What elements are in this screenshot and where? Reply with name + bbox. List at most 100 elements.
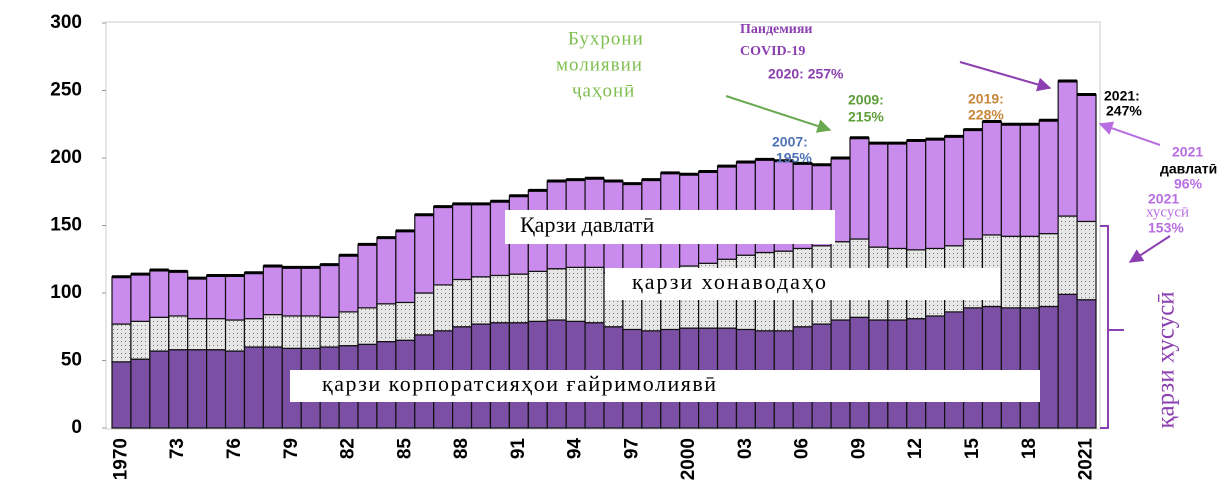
bar-segment [319,316,340,348]
bar-segment [944,135,965,247]
bar-segment [149,316,170,352]
bar-segment [1038,119,1059,235]
x-tick-label: 15 [962,438,983,460]
annotation: 2007: [772,134,808,150]
x-tick-label: 79 [281,438,302,459]
label-box [505,210,835,244]
bar-segment [414,292,435,336]
annotation: ҷаҳонӣ [572,80,635,101]
bar-segment [962,307,984,429]
bar-segment [1038,233,1059,308]
bar-segment [243,346,264,429]
bar-segment [962,129,984,240]
x-tick-label: 85 [394,438,415,460]
bar-segment [1076,93,1097,223]
bar-segment [1057,293,1078,429]
annotation: 2019: [968,91,1004,107]
bar-segment [376,303,397,343]
annotation: молиявии [556,54,643,75]
bar-segment [470,276,492,325]
bar-segment [149,269,170,318]
bar-segment [281,266,302,317]
bar-segment [338,311,359,347]
bar-segment [565,266,586,322]
annotation: 247% [1106,103,1142,119]
annotation: 2021 [1148,191,1179,207]
bar-segment [1076,299,1097,429]
bar-segment [111,276,132,325]
annotation: COVID-19 [740,44,805,59]
bar-segment [357,307,378,345]
bar-segment [1000,307,1021,429]
bar-segment [1000,235,1021,309]
y-tick-label: 100 [50,282,82,303]
bar-segment [452,278,473,328]
bar-segment [224,274,246,321]
y-tick-label: 150 [50,215,82,236]
bracket [1100,225,1124,429]
bar-segment [262,314,283,348]
bar-segment [130,320,151,360]
bar-segment [1038,305,1059,429]
bar-segment [149,350,170,429]
bar-segment [584,266,605,324]
annotation: 2021 [1172,144,1203,160]
bar-segment [414,214,435,294]
x-tick-label: 91 [508,438,529,460]
x-tick-label: 2021 [1076,438,1097,481]
annotation: 228% [968,107,1004,123]
annotation: Бухрони [568,28,644,49]
annotation: 153% [1148,220,1184,236]
bar-segment [433,284,454,332]
bar-segment [187,277,208,320]
x-tick-label: 82 [338,438,359,459]
annotation: қарзи хусусӣ [1153,291,1180,428]
x-tick-label: 88 [451,438,472,459]
y-tick-label: 0 [71,417,82,438]
bar-segment [452,203,473,281]
bar-segment [508,273,529,324]
bar-segment [130,273,151,322]
bar-segment [906,139,927,251]
x-tick-label: 94 [565,438,586,460]
bar-segment [224,350,246,429]
annotation: 96% [1174,176,1203,192]
bar-segment [187,318,208,351]
bar-segment [546,268,567,321]
bar-segment [300,266,321,317]
series-label: қарзи хонаводаҳо [632,269,828,294]
bar-segment [1019,307,1040,429]
bar-segment [187,349,208,429]
arrow [1098,121,1161,146]
x-tick-label: 73 [167,438,188,459]
bar-segment [1076,220,1097,301]
bar-segment [111,323,132,363]
y-tick-label: 300 [50,12,82,33]
bar-segment [1019,235,1040,309]
annotation: 2009: [848,92,884,108]
x-tick-label: 09 [848,438,869,459]
x-tick-label: 97 [621,438,642,459]
x-tick-label: 06 [792,438,813,459]
bar-segment [357,243,378,309]
annotation: 2020: 257% [768,66,844,82]
bar-segment [206,318,227,351]
x-tick-label: 76 [224,438,245,459]
annotation: хусусӣ [1146,204,1189,220]
series-label: қарзи корпоратсияҳои ғайримолиявӣ [322,371,718,396]
bar-segment [243,272,264,320]
bar-segment [262,265,283,316]
bar-segment [433,206,454,286]
bar-segment [395,301,416,341]
label-box [290,370,1040,402]
bar-segment [224,319,246,352]
bar-segment [981,305,1002,429]
bar-segment [319,264,340,318]
y-tick-label: 50 [61,350,82,371]
bar-segment [395,230,416,304]
bar-segment [981,120,1002,236]
bar-segment [470,203,492,278]
bar-segment [130,358,151,429]
bar-segment [206,274,227,320]
